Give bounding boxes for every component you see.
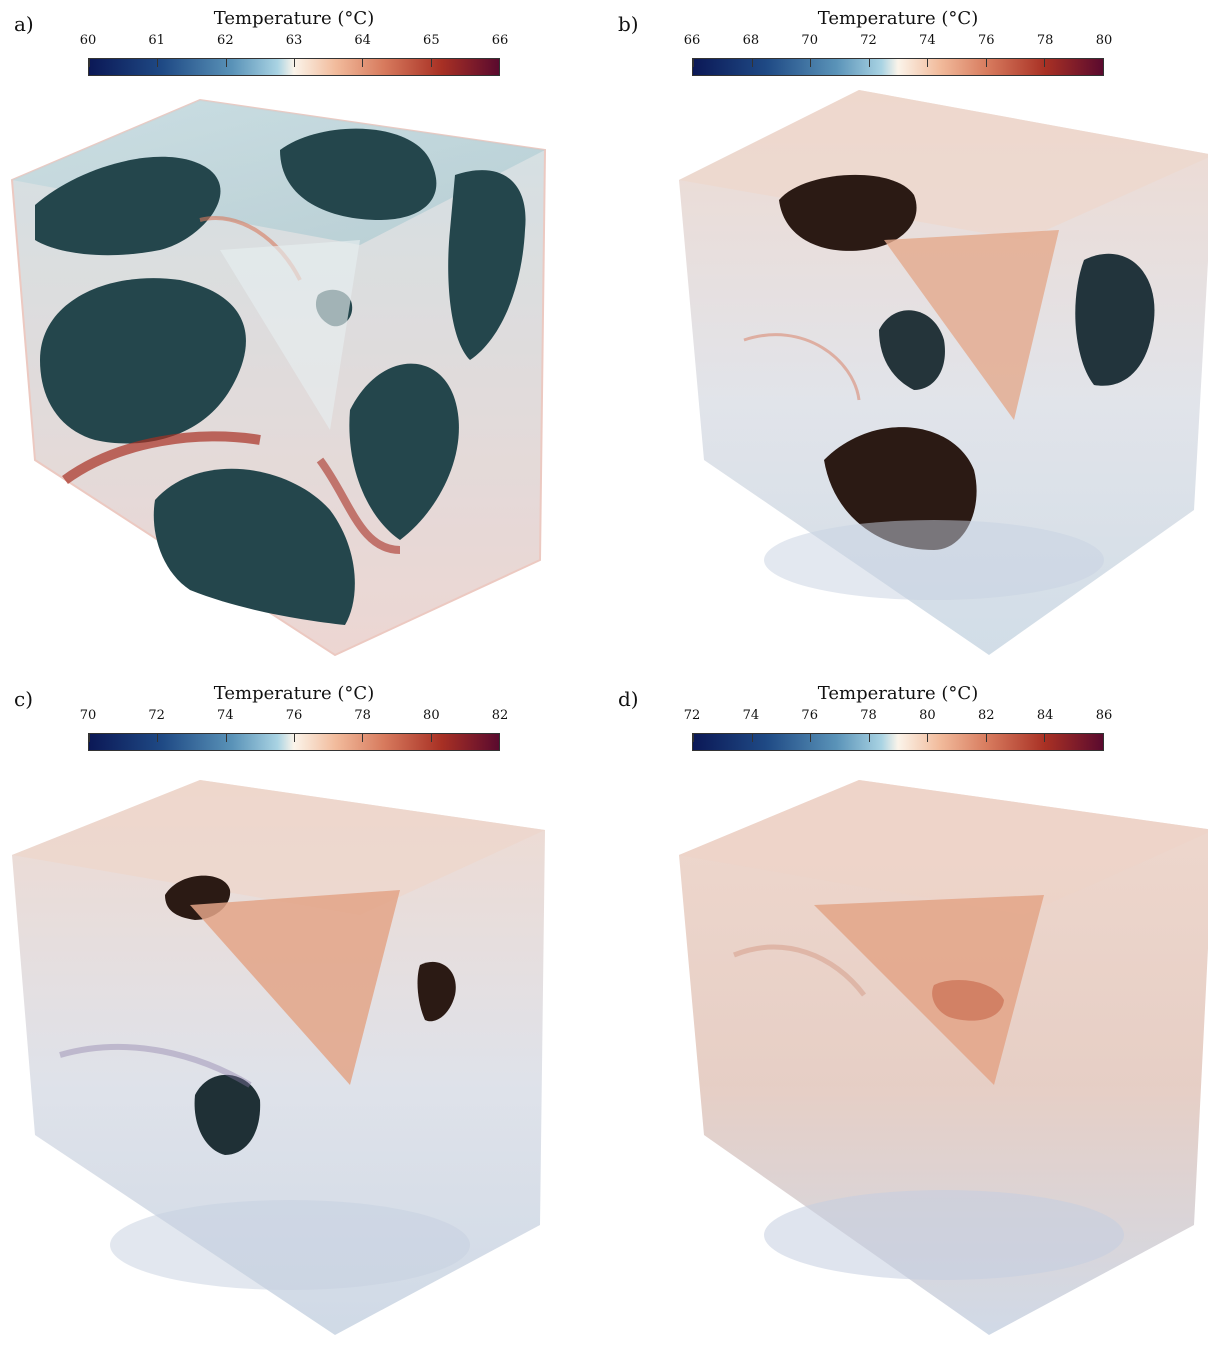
- colorbar-tick-label: 86: [1095, 708, 1113, 723]
- colorbar-tick-label: 76: [801, 708, 818, 723]
- colorbar-tick-mark: [89, 734, 90, 742]
- colorbar-tick-mark: [868, 734, 870, 742]
- panel-c: c) Temperature (°C) 70 72 74 76 78 80 82: [0, 675, 604, 1349]
- colorbar-ticks: 60 61 62 63 64 65 66: [80, 33, 509, 51]
- temperature-render-c: [0, 755, 604, 1345]
- colorbar-tick-mark: [362, 59, 364, 67]
- colorbar-tick-mark: [810, 59, 812, 67]
- colorbar-tick-mark: [927, 59, 929, 67]
- colorbar: [692, 733, 1104, 751]
- colorbar-tick-label: 76: [978, 33, 995, 48]
- colorbar-tick-label: 82: [978, 708, 995, 723]
- colorbar-tick-mark: [157, 734, 159, 742]
- colorbar-tick-mark: [1103, 734, 1104, 742]
- colorbar-tick-mark: [362, 734, 364, 742]
- cube-render-svg: [12, 780, 545, 1335]
- colorbar-tick-label: 84: [1036, 708, 1054, 723]
- colorbar-tick-mark: [1103, 59, 1104, 67]
- colorbar-tick-label: 68: [742, 33, 760, 48]
- colorbar-tick-mark: [294, 59, 295, 67]
- temperature-render-a: [0, 80, 604, 670]
- colorbar-tick-mark: [985, 59, 987, 67]
- colorbar-tick-mark: [225, 734, 227, 742]
- colorbar: [692, 58, 1104, 76]
- colorbar-tick-label: 72: [860, 33, 877, 48]
- colorbar-tick-mark: [751, 734, 753, 742]
- colorbar-tick-mark: [499, 59, 500, 67]
- colorbar-tick-label: 76: [285, 708, 303, 723]
- colorbar-tick-label: 78: [1036, 33, 1054, 48]
- colorbar-tick-label: 66: [683, 33, 701, 48]
- colorbar-tick-mark: [810, 734, 812, 742]
- colorbar-tick-label: 61: [148, 33, 165, 48]
- colorbar-tick-label: 66: [491, 33, 509, 48]
- colorbar-title: Temperature (°C): [213, 683, 375, 704]
- colorbar-tick-label: 63: [285, 33, 303, 48]
- temperature-render-b: [604, 80, 1208, 670]
- colorbar-tick-label: 78: [354, 708, 371, 723]
- panel-label: b): [618, 12, 639, 36]
- colorbar-ticks: 66 68 70 72 74 76 78 80: [684, 33, 1113, 51]
- colorbar-ticks: 70 72 74 76 78 80 82: [80, 708, 509, 726]
- colorbar-tick-mark: [868, 59, 870, 67]
- panel-label: c): [14, 687, 34, 711]
- colorbar-tick-mark: [157, 59, 159, 67]
- panel-b: b) Temperature (°C) 66 68 70 72 74 76 78 80: [604, 0, 1208, 674]
- panel-a: a) Temperature (°C) 60 61 62 63 64 65 66: [0, 0, 604, 674]
- colorbar-tick-mark: [985, 734, 987, 742]
- cube-render-svg: [679, 780, 1208, 1335]
- cube-render-svg: [10, 98, 547, 657]
- colorbar-tick-label: 70: [79, 708, 97, 723]
- colorbar-tick-label: 80: [919, 708, 936, 723]
- colorbar-title: Temperature (°C): [817, 8, 979, 29]
- colorbar-tick-mark: [1044, 59, 1046, 67]
- colorbar-tick-label: 74: [919, 33, 936, 48]
- colorbar-tick-label: 60: [79, 33, 97, 48]
- colorbar-tick-mark: [1044, 734, 1046, 742]
- cube-render-svg: [679, 90, 1208, 655]
- colorbar-tick-label: 70: [801, 33, 818, 48]
- colorbar-tick-mark: [751, 59, 753, 67]
- colorbar-title: Temperature (°C): [817, 683, 979, 704]
- colorbar-tick-label: 64: [354, 33, 371, 48]
- colorbar-tick-label: 82: [491, 708, 509, 723]
- colorbar-tick-label: 78: [860, 708, 877, 723]
- colorbar-tick-label: 80: [423, 708, 440, 723]
- colorbar-tick-mark: [225, 59, 227, 67]
- colorbar-tick-label: 74: [742, 708, 760, 723]
- colorbar-title: Temperature (°C): [213, 8, 375, 29]
- colorbar-tick-label: 72: [683, 708, 701, 723]
- colorbar-tick-label: 62: [217, 33, 234, 48]
- colorbar-tick-mark: [430, 59, 432, 67]
- temperature-render-d: [604, 755, 1208, 1345]
- colorbar-tick-mark: [294, 734, 295, 742]
- colorbar-ticks: 72 74 76 78 80 82 84 86: [684, 708, 1113, 726]
- colorbar-tick-label: 74: [217, 708, 234, 723]
- panel-label: a): [14, 12, 34, 36]
- colorbar-tick-mark: [89, 59, 90, 67]
- panel-d: d) Temperature (°C) 72 74 76 78 80 82 84 86: [604, 675, 1208, 1349]
- colorbar-tick-label: 72: [148, 708, 165, 723]
- panel-label: d): [618, 687, 639, 711]
- colorbar-tick-mark: [499, 734, 500, 742]
- colorbar: [88, 58, 500, 76]
- colorbar-tick-mark: [927, 734, 929, 742]
- colorbar-tick-mark: [693, 59, 694, 67]
- colorbar-tick-label: 80: [1095, 33, 1113, 48]
- colorbar-tick-label: 65: [423, 33, 440, 48]
- colorbar: [88, 733, 500, 751]
- colorbar-tick-mark: [693, 734, 694, 742]
- colorbar-tick-mark: [430, 734, 432, 742]
